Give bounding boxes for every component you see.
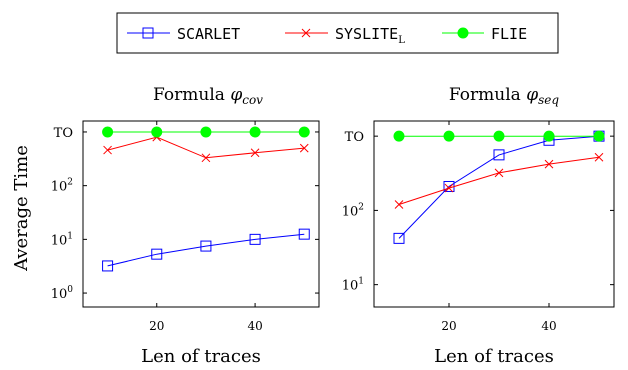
x-tick-label: 40 bbox=[541, 319, 556, 333]
legend-label-syslite-sub: L bbox=[398, 35, 405, 46]
data-point-syslite bbox=[594, 152, 604, 162]
data-point-flie bbox=[493, 130, 505, 142]
data-point-syslite bbox=[201, 153, 211, 163]
data-point-syslite bbox=[544, 159, 554, 169]
y-tick-label: TO bbox=[54, 126, 73, 141]
data-point-syslite bbox=[394, 200, 404, 209]
series-line-scarlet bbox=[107, 233, 305, 267]
y-tick-base: 10 bbox=[342, 279, 359, 294]
data-point-syslite bbox=[103, 145, 112, 155]
data-point-flie bbox=[249, 126, 261, 138]
data-point-scarlet bbox=[102, 260, 114, 272]
data-point-flie bbox=[102, 126, 114, 138]
data-point-flie bbox=[543, 130, 555, 142]
chart-title-prefix: Formula bbox=[153, 85, 230, 105]
legend-entry-flie: FLIE bbox=[442, 25, 527, 43]
y-tick-label: 101 bbox=[342, 277, 364, 294]
chart-title: Formula φseq bbox=[449, 85, 559, 107]
y-tick-label: 102 bbox=[51, 178, 73, 195]
data-point-flie bbox=[393, 130, 405, 142]
filled-circle-icon bbox=[457, 27, 469, 39]
legend-label-flie: FLIE bbox=[491, 25, 527, 43]
x-tick-label: 20 bbox=[149, 319, 164, 333]
data-point-syslite bbox=[299, 143, 309, 153]
legend-entry-scarlet: SCARLET bbox=[127, 25, 240, 43]
legend-entry-syslite: SYSLITEL bbox=[285, 25, 405, 46]
y-tick-base: 10 bbox=[51, 287, 68, 302]
x-axis-label: Len of traces bbox=[434, 346, 554, 367]
plot-frame bbox=[373, 120, 615, 308]
legend-label-syslite: SYSLITEL bbox=[335, 25, 405, 46]
y-tick-label: 101 bbox=[51, 231, 73, 248]
series-line-syslite_l bbox=[398, 156, 600, 205]
x-axis-label: Len of traces bbox=[141, 346, 261, 367]
data-point-flie bbox=[298, 126, 310, 138]
square-icon bbox=[142, 27, 154, 39]
plot-frame bbox=[82, 120, 320, 308]
y-tick-base: 10 bbox=[51, 233, 68, 248]
data-point-syslite bbox=[494, 168, 504, 178]
legend-label-scarlet: SCARLET bbox=[177, 25, 240, 43]
chart-title: Formula φcov bbox=[153, 85, 263, 107]
x-tick-label: 40 bbox=[247, 319, 262, 333]
data-point-syslite bbox=[444, 183, 454, 193]
data-point-scarlet bbox=[298, 228, 310, 240]
chart-title-symbol: φ bbox=[230, 85, 242, 105]
y-tick-base: 10 bbox=[342, 204, 359, 219]
legend: SCARLET SYSLITEL FLIE bbox=[116, 12, 559, 54]
y-tick-exp: 1 bbox=[358, 277, 364, 287]
y-tick-exp: 0 bbox=[67, 285, 73, 295]
chart-title-sub: seq bbox=[538, 93, 559, 107]
y-tick-label: 100 bbox=[51, 285, 74, 302]
series-line-syslite_l bbox=[107, 136, 305, 159]
y-tick-exp: 2 bbox=[67, 178, 73, 188]
y-tick-label: TO bbox=[345, 130, 364, 145]
data-point-scarlet bbox=[151, 248, 163, 260]
legend-label-syslite-main: SYSLITE bbox=[335, 25, 398, 43]
cross-icon bbox=[301, 28, 311, 38]
legend-box bbox=[116, 12, 559, 54]
y-tick-label: 102 bbox=[342, 202, 364, 219]
x-tick-label: 20 bbox=[441, 319, 456, 333]
data-point-scarlet bbox=[249, 233, 261, 245]
chart-title-symbol: φ bbox=[526, 85, 538, 105]
data-point-scarlet bbox=[493, 149, 505, 161]
y-tick-base: 10 bbox=[51, 180, 68, 195]
data-point-flie bbox=[443, 130, 455, 142]
data-point-syslite bbox=[250, 148, 260, 158]
chart-title-sub: cov bbox=[242, 93, 263, 107]
data-point-scarlet bbox=[200, 240, 212, 252]
series-line-scarlet bbox=[398, 135, 600, 239]
y-axis-label: Average Time bbox=[11, 145, 32, 272]
data-point-flie bbox=[593, 130, 605, 142]
y-tick-exp: 2 bbox=[358, 202, 364, 212]
y-tick-exp: 1 bbox=[67, 231, 73, 241]
chart-title-prefix: Formula bbox=[449, 85, 526, 105]
data-point-flie bbox=[151, 126, 163, 138]
data-point-scarlet bbox=[393, 232, 405, 244]
data-point-flie bbox=[200, 126, 212, 138]
